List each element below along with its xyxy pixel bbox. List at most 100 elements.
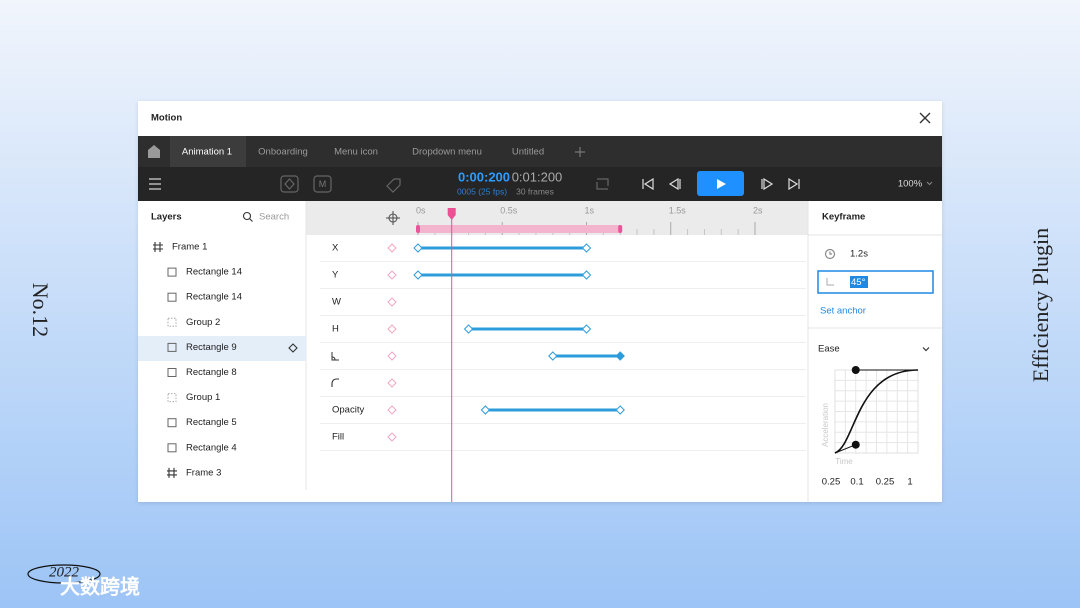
property-label: X [332, 243, 339, 254]
add-tab[interactable] [575, 147, 585, 157]
tab[interactable]: Dropdown menu [412, 147, 482, 158]
zoom-chevron [926, 181, 933, 186]
tag-button[interactable] [386, 178, 401, 193]
property-label: W [332, 297, 341, 308]
rotation-icon [331, 352, 339, 361]
layer-name[interactable]: Rectangle 8 [186, 367, 237, 378]
keyframe[interactable] [615, 351, 625, 361]
tab[interactable]: Onboarding [258, 147, 308, 158]
panel-title: Keyframe [822, 212, 865, 223]
property-keyframe-toggle[interactable] [387, 351, 397, 361]
property-label: Y [332, 270, 339, 281]
angle-icon [826, 278, 834, 286]
bezier-value: 1 [907, 477, 912, 488]
frame-icon [153, 242, 163, 252]
keyframe[interactable] [480, 405, 491, 415]
layer-name[interactable]: Rectangle 14 [186, 292, 242, 303]
logo-name: 大数跨境 [60, 575, 140, 599]
tab[interactable]: Animation 1 [182, 147, 232, 158]
anchor-tool[interactable] [386, 211, 400, 225]
search-field[interactable]: Search [259, 212, 289, 223]
layer-name[interactable]: Frame 3 [186, 467, 221, 478]
frame-count: 30 frames [516, 186, 554, 196]
zoom[interactable]: 100% [898, 179, 923, 190]
bezier-value: 0.25 [822, 477, 841, 488]
bezier-value: 0.1 [850, 477, 863, 488]
keyframe[interactable] [581, 324, 592, 334]
keyframe[interactable] [463, 324, 474, 334]
keyframe[interactable] [413, 243, 423, 253]
bezier-control-point[interactable] [851, 366, 860, 374]
bezier-control-point[interactable] [851, 440, 860, 449]
last-frame-button[interactable] [788, 177, 800, 191]
layer-name[interactable]: Group 1 [186, 392, 220, 403]
rect-icon [167, 342, 177, 352]
layer-name[interactable]: Rectangle 14 [186, 267, 242, 278]
keyframe[interactable] [548, 351, 558, 361]
layer-name[interactable]: Rectangle 4 [186, 442, 237, 453]
layer-name[interactable]: Group 2 [186, 317, 220, 328]
work-area-end [618, 225, 623, 233]
property-keyframe-toggle[interactable] [387, 405, 397, 415]
property-keyframe-toggle[interactable] [387, 432, 397, 442]
layer-name[interactable]: Frame 1 [172, 242, 207, 253]
prev-frame-button[interactable] [668, 177, 681, 191]
property-label: H [332, 324, 339, 335]
selected-layer [138, 336, 306, 361]
radius-icon [331, 378, 339, 387]
rect-icon [167, 418, 177, 428]
property-keyframe-toggle[interactable] [387, 324, 397, 334]
rect-icon [167, 267, 177, 277]
next-frame-button[interactable] [761, 177, 774, 191]
layer-name[interactable]: Rectangle 9 [186, 342, 237, 353]
motion-button[interactable]: M [313, 175, 332, 193]
keyframe-button[interactable] [280, 175, 299, 193]
angle-input[interactable] [817, 270, 934, 294]
property-label: Opacity [332, 405, 364, 416]
tab[interactable]: Menu icon [334, 147, 378, 158]
keyframe-time: 1.2s [850, 249, 868, 260]
close-button[interactable] [919, 112, 931, 124]
home-icon[interactable] [148, 145, 160, 158]
keyframe[interactable] [413, 270, 423, 280]
property-keyframe-toggle[interactable] [387, 297, 397, 307]
first-frame-button[interactable] [642, 177, 654, 191]
keyframe[interactable] [615, 405, 625, 415]
side-label: No.12 [28, 283, 53, 337]
side-label: Efficiency Plugin [1028, 228, 1053, 382]
group-icon [167, 317, 177, 327]
graph-x-label: Time [835, 457, 853, 466]
work-area-start [416, 225, 420, 233]
loop-button[interactable] [596, 178, 609, 190]
rect-icon [167, 368, 177, 377]
keyframe[interactable] [581, 243, 592, 253]
ruler-label: 1s [585, 205, 595, 215]
layer-name[interactable]: Rectangle 5 [186, 417, 237, 428]
property-label: Fill [332, 432, 344, 443]
ruler-label: 1.5s [669, 205, 687, 215]
search-icon [242, 211, 253, 222]
menu-button[interactable] [149, 178, 161, 190]
ease-label[interactable]: Ease [818, 344, 840, 355]
property-keyframe-toggle[interactable] [387, 378, 397, 388]
property-keyframe-toggle[interactable] [387, 243, 397, 253]
set-anchor[interactable]: Set anchor [820, 306, 866, 317]
work-area [418, 225, 621, 233]
property-keyframe-toggle[interactable] [387, 270, 397, 280]
frame-info: 0005 (25 fps) [457, 186, 507, 196]
current-time: 0:00:200 [458, 169, 510, 184]
total-time: 0:01:200 [512, 169, 563, 184]
keyframe[interactable] [581, 270, 592, 280]
group-icon [167, 393, 177, 403]
ease-chevron[interactable] [922, 347, 930, 352]
svg-text:M: M [319, 179, 327, 189]
playhead-handle[interactable] [447, 208, 456, 220]
tab[interactable]: Untitled [512, 147, 544, 158]
logo-ring [27, 564, 101, 584]
angle-value[interactable]: 45° [851, 277, 866, 288]
bezier-value: 0.25 [876, 477, 895, 488]
logo-year: 2022 [49, 564, 80, 580]
tab-bar [138, 136, 942, 167]
